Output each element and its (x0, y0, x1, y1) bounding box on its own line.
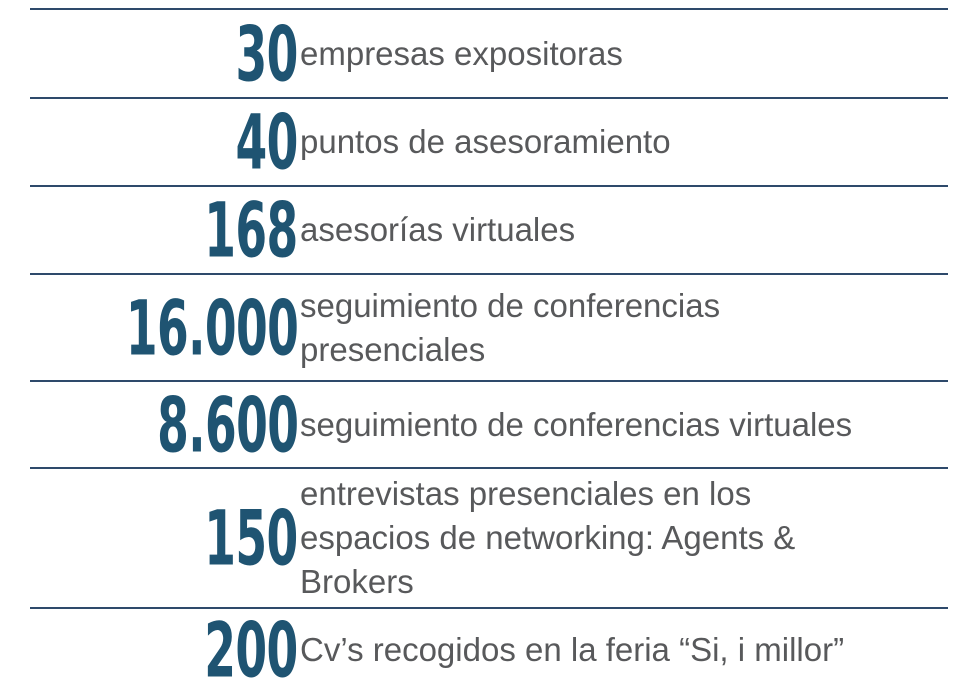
stat-number: 30 (235, 9, 299, 98)
stat-description: seguimiento de conferencias presenciales (300, 284, 720, 372)
stat-number: 16.000 (125, 283, 299, 372)
stat-row: 16.000 seguimiento de conferencias presenc… (30, 273, 948, 380)
stat-description: empresas expositoras (300, 32, 623, 76)
stat-row: 200 Cv’s recogidos en la feria “Si, i mil… (30, 605, 948, 694)
stat-number: 150 (204, 493, 299, 583)
description-line: entrevistas presenciales en los (300, 475, 752, 512)
description-line: presenciales (300, 330, 486, 368)
stat-description: entrevistas presenciales en los espacios … (300, 472, 795, 604)
stat-description: asesorías virtuales (300, 208, 575, 252)
stat-row: 150 entrevistas presenciales en los espaci… (30, 467, 948, 607)
stat-row: 30 empresas expositoras (30, 8, 948, 98)
stat-number: 8.600 (156, 380, 299, 469)
description-line: empresas expositoras (300, 34, 623, 72)
description-line: seguimiento de conferencias (300, 286, 721, 324)
stat-number: 168 (204, 185, 299, 275)
description-line: asesorías virtuales (300, 211, 576, 248)
stat-description: seguimiento de conferencias virtuales (300, 403, 852, 447)
description-line: Brokers (300, 563, 414, 600)
description-line: seguimiento de conferencias virtuales (300, 405, 853, 443)
stat-description: puntos de asesoramiento (300, 120, 671, 164)
description-line: puntos de asesoramiento (300, 123, 671, 160)
stat-description: Cv’s recogidos en la feria “Si, i millor… (300, 628, 844, 672)
stat-number: 200 (204, 605, 299, 694)
stat-row: 40 puntos de asesoramiento (30, 97, 948, 187)
stat-number: 40 (235, 97, 299, 187)
stat-row: 8.600 seguimiento de conferencias virtual… (30, 380, 948, 469)
description-line: espacios de networking: Agents & (300, 519, 796, 556)
description-line: Cv’s recogidos en la feria “Si, i millor… (300, 630, 845, 668)
stat-row: 168 asesorías virtuales (30, 185, 948, 275)
